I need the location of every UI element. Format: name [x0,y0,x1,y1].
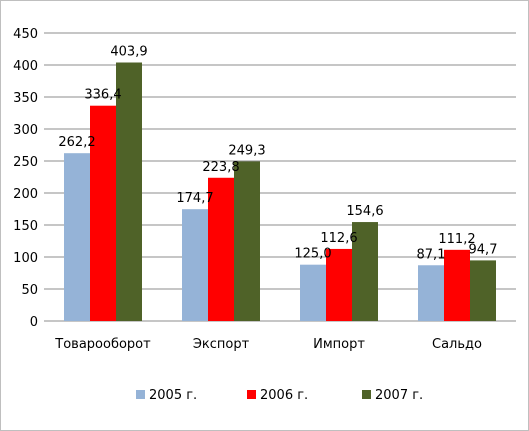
data-label-1-1: 262,2 [58,135,95,150]
bar-3-3 [352,222,378,321]
data-label-2-1: 174,7 [176,191,213,206]
y-tick-label-200: 200 [13,187,38,202]
bar-4-1 [418,265,444,321]
y-tick-label-250: 250 [13,155,38,170]
y-tick-label-350: 350 [13,91,38,106]
category-label-3: Импорт [313,337,365,352]
y-tick-label-150: 150 [13,219,38,234]
data-label-3-3: 154,6 [346,204,383,219]
category-label-4: Сальдо [432,337,482,352]
bar-3-1 [300,264,326,321]
category-label-1: Товарооборот [54,337,151,352]
bar-4-2 [444,249,470,321]
y-tick-label-100: 100 [13,251,38,266]
legend-label-1: 2005 г. [149,388,197,403]
data-label-3-1: 125,0 [294,247,331,262]
legend-swatch-1 [136,390,145,399]
legend: 2005 г. 2006 г. 2007 г. [136,388,423,403]
bar-1-2 [90,105,116,321]
y-tick-label-400: 400 [13,59,38,74]
data-label-4-2: 111,2 [438,232,475,247]
bar-2-1 [182,209,208,321]
bar-2-2 [208,177,234,321]
data-label-1-2: 336,4 [84,88,121,103]
data-label-2-2: 223,8 [202,160,239,175]
legend-swatch-3 [362,390,371,399]
bars [64,62,496,322]
bar-1-1 [64,153,90,321]
data-label-3-2: 112,6 [320,231,357,246]
legend-label-2: 2006 г. [260,388,308,403]
y-axis-ticks: 0 50 100 150 200 250 300 350 400 450 [13,27,38,330]
y-tick-label-0: 0 [30,315,38,330]
category-label-2: Экспорт [193,337,250,352]
category-labels: Товарооборот Экспорт Импорт Сальдо [54,337,482,352]
data-label-4-3: 94,7 [469,242,498,257]
data-label-4-1: 87,1 [417,247,446,262]
legend-label-3: 2007 г. [375,388,423,403]
data-label-2-3: 249,3 [228,143,265,158]
bar-2-3 [234,161,260,321]
data-label-1-3: 403,9 [110,45,147,60]
bar-3-2 [326,248,352,321]
y-tick-label-300: 300 [13,123,38,138]
y-tick-label-450: 450 [13,27,38,42]
data-labels: 262,2 336,4 403,9 174,7 223,8 249,3 125,0112,6… [58,45,497,263]
bar-4-3 [470,260,496,321]
y-tick-label-50: 50 [21,283,38,298]
bar-1-3 [116,62,142,322]
legend-swatch-2 [247,390,256,399]
